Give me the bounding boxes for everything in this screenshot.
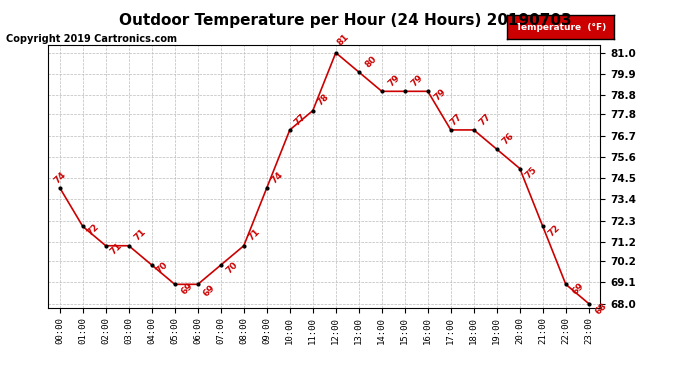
Text: 70: 70 — [224, 261, 239, 276]
Text: 77: 77 — [292, 112, 308, 127]
Text: 77: 77 — [448, 112, 464, 127]
Text: 68: 68 — [593, 301, 609, 316]
Text: 71: 71 — [108, 241, 124, 256]
Text: 76: 76 — [500, 131, 515, 146]
Text: 71: 71 — [246, 228, 262, 243]
Text: 78: 78 — [315, 93, 331, 108]
Text: 74: 74 — [53, 170, 68, 185]
Text: 69: 69 — [179, 282, 195, 297]
Text: 70: 70 — [154, 261, 169, 276]
Text: 75: 75 — [523, 165, 538, 180]
Text: 74: 74 — [269, 170, 284, 185]
Text: 69: 69 — [201, 284, 217, 299]
Text: Copyright 2019 Cartronics.com: Copyright 2019 Cartronics.com — [6, 34, 177, 44]
Text: 77: 77 — [477, 112, 493, 127]
Text: Temperature  (°F): Temperature (°F) — [515, 22, 606, 32]
Text: Outdoor Temperature per Hour (24 Hours) 20190703: Outdoor Temperature per Hour (24 Hours) … — [119, 13, 571, 28]
Text: 69: 69 — [571, 282, 586, 297]
Text: 79: 79 — [433, 87, 448, 103]
Text: 79: 79 — [386, 73, 402, 88]
Text: 71: 71 — [132, 228, 148, 243]
Text: 72: 72 — [546, 223, 562, 238]
Text: 72: 72 — [85, 222, 100, 237]
Text: 80: 80 — [364, 54, 379, 69]
Text: 81: 81 — [336, 33, 351, 48]
Text: 79: 79 — [409, 73, 425, 88]
